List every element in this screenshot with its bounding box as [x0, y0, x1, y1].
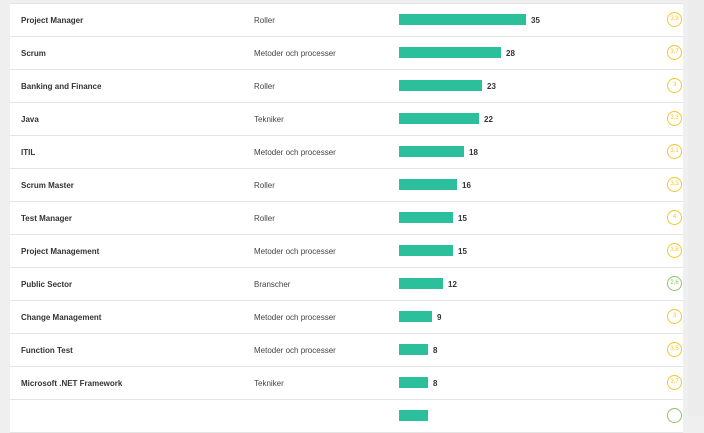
table-row[interactable]	[10, 400, 683, 433]
skill-category: Branscher	[254, 280, 291, 289]
skill-name: Change Management	[21, 313, 102, 322]
count-value: 8	[433, 379, 438, 388]
skill-category: Roller	[254, 82, 275, 91]
table-row[interactable]: Scrum Metoder och processer 28 3,7	[10, 37, 683, 70]
skill-category: Metoder och processer	[254, 148, 336, 157]
skill-category: Roller	[254, 214, 275, 223]
count-bar	[399, 14, 526, 25]
rating-badge: 3,1	[667, 144, 682, 159]
rating-badge: 3,7	[667, 375, 682, 390]
skill-name: ITIL	[21, 148, 36, 157]
skill-name: Project Management	[21, 247, 100, 256]
skill-name: Scrum	[21, 49, 46, 58]
skills-list: Project Manager Roller 35 3,9 Scrum Metod…	[10, 3, 683, 433]
count-bar	[399, 47, 501, 58]
rating-badge: 4	[667, 210, 682, 225]
count-bar	[399, 146, 464, 157]
skill-category: Metoder och processer	[254, 247, 336, 256]
count-value: 12	[448, 280, 457, 289]
skill-name: Banking and Finance	[21, 82, 102, 91]
count-value: 15	[458, 247, 467, 256]
skill-name: Microsoft .NET Framework	[21, 379, 123, 388]
skill-name: Public Sector	[21, 280, 73, 289]
rating-badge: 3,7	[667, 45, 682, 60]
rating-badge: 3	[667, 309, 682, 324]
rating-badge: 3,9	[667, 12, 682, 27]
count-value: 22	[484, 115, 493, 124]
count-value: 15	[458, 214, 467, 223]
skill-category: Roller	[254, 16, 275, 25]
count-value: 9	[437, 313, 442, 322]
table-row[interactable]: Scrum Master Roller 16 3,3	[10, 169, 683, 202]
table-row[interactable]: Project Management Metoder och processer…	[10, 235, 683, 268]
skill-category: Metoder och processer	[254, 49, 336, 58]
table-row[interactable]: Change Management Metoder och processer …	[10, 301, 683, 334]
count-value: 18	[469, 148, 478, 157]
rating-badge: 3,3	[667, 111, 682, 126]
table-row[interactable]: Public Sector Branscher 12 2,6	[10, 268, 683, 301]
count-value: 8	[433, 346, 438, 355]
table-row[interactable]: Test Manager Roller 15 4	[10, 202, 683, 235]
skill-category: Tekniker	[254, 115, 284, 124]
count-bar	[399, 212, 453, 223]
skill-name: Test Manager	[21, 214, 72, 223]
count-bar	[399, 179, 457, 190]
rating-badge: 3,5	[667, 342, 682, 357]
skill-name: Scrum Master	[21, 181, 74, 190]
skill-category: Tekniker	[254, 379, 284, 388]
table-row[interactable]: Microsoft .NET Framework Tekniker 8 3,7	[10, 367, 683, 400]
rating-badge: 2,6	[667, 276, 682, 291]
count-bar	[399, 113, 479, 124]
count-value: 23	[487, 82, 496, 91]
table-row[interactable]: ITIL Metoder och processer 18 3,1	[10, 136, 683, 169]
skill-category: Metoder och processer	[254, 313, 336, 322]
skill-name: Project Manager	[21, 16, 84, 25]
count-bar	[399, 344, 428, 355]
count-value: 35	[531, 16, 540, 25]
skill-category: Metoder och processer	[254, 346, 336, 355]
count-bar	[399, 377, 428, 388]
skill-name: Java	[21, 115, 39, 124]
rating-badge: 3,3	[667, 177, 682, 192]
rating-badge: 3	[667, 78, 682, 93]
count-bar	[399, 80, 482, 91]
count-value: 16	[462, 181, 471, 190]
skill-name: Function Test	[21, 346, 73, 355]
rating-badge: 3,8	[667, 243, 682, 258]
skill-category: Roller	[254, 181, 275, 190]
table-row[interactable]: Java Tekniker 22 3,3	[10, 103, 683, 136]
count-bar	[399, 245, 453, 256]
count-bar	[399, 278, 443, 289]
scrollbar[interactable]	[688, 0, 704, 416]
table-row[interactable]: Project Manager Roller 35 3,9	[10, 4, 683, 37]
count-value: 28	[506, 49, 515, 58]
table-row[interactable]: Banking and Finance Roller 23 3	[10, 70, 683, 103]
count-bar	[399, 311, 432, 322]
table-row[interactable]: Function Test Metoder och processer 8 3,…	[10, 334, 683, 367]
